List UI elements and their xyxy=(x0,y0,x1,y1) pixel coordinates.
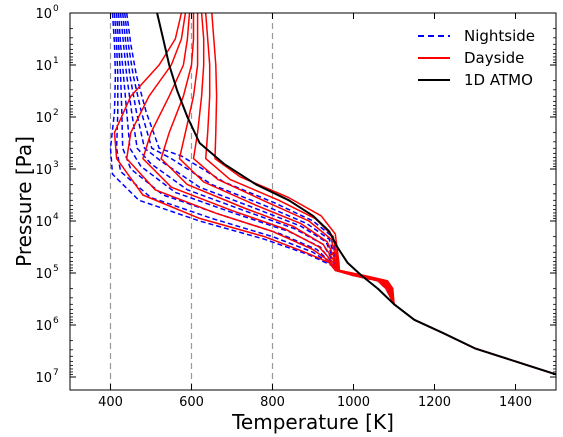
y-tick-exponent: 0 xyxy=(53,4,59,14)
legend-label-atmo: 1D ATMO xyxy=(464,71,533,89)
y-tick-exponent: 2 xyxy=(53,108,59,118)
x-tick-label: 800 xyxy=(260,395,285,410)
plot-frame xyxy=(69,12,557,391)
y-tick-label: 10 xyxy=(35,319,52,334)
y-tick-label: 10 xyxy=(35,371,52,386)
x-tick-label: 600 xyxy=(179,395,204,410)
x-tick-label: 1400 xyxy=(499,395,532,410)
y-tick-exponent: 3 xyxy=(53,160,59,170)
atmo-profile-line xyxy=(156,13,556,376)
x-axis-label: Temperature [K] xyxy=(231,410,394,434)
y-tick-label: 10 xyxy=(35,163,52,178)
series-lines xyxy=(109,13,556,376)
x-tick-label: 1000 xyxy=(337,395,370,410)
y-tick-label: 10 xyxy=(35,59,52,74)
y-tick-exponent: 7 xyxy=(53,368,59,378)
legend: Nightside Dayside 1D ATMO xyxy=(418,27,535,89)
y-tick-label: 10 xyxy=(35,267,52,282)
y-tick-label: 10 xyxy=(35,215,52,230)
x-tick-label: 1200 xyxy=(418,395,451,410)
y-tick-label: 10 xyxy=(35,7,52,22)
legend-label-nightside: Nightside xyxy=(464,27,535,45)
y-tick-exponent: 1 xyxy=(53,56,59,66)
reference-lines xyxy=(109,13,274,390)
x-tick-label: 400 xyxy=(98,395,123,410)
y-tick-exponent: 6 xyxy=(53,316,59,326)
y-tick-exponent: 5 xyxy=(53,264,59,274)
y-tick-exponent: 4 xyxy=(53,212,59,222)
legend-label-dayside: Dayside xyxy=(464,49,524,67)
y-tick-label: 10 xyxy=(35,111,52,126)
y-axis-label: Pressure [Pa] xyxy=(12,136,36,267)
